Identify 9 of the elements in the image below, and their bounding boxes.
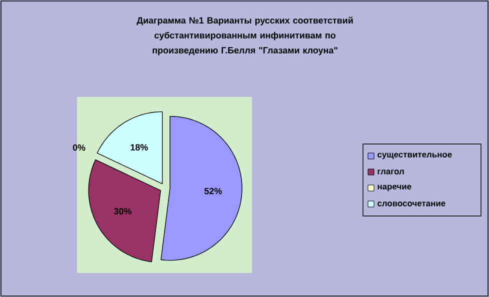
text: 0%: [72, 144, 86, 151]
chart-title: Диаграмма №1 Варианты русских соответствий субстантивированным инфинитивам по произведению Г.Белля "Глазами клоуна": [136, 16, 353, 56]
legend-label: словосочетание: [378, 202, 446, 206]
data-label: 30%: [114, 208, 132, 214]
legend-label: существительное: [378, 152, 452, 160]
legend-label: глагол: [378, 170, 404, 174]
legend-label: наречие: [378, 184, 412, 192]
data-label: 52%: [204, 188, 222, 194]
data-label: 18%: [130, 144, 148, 150]
